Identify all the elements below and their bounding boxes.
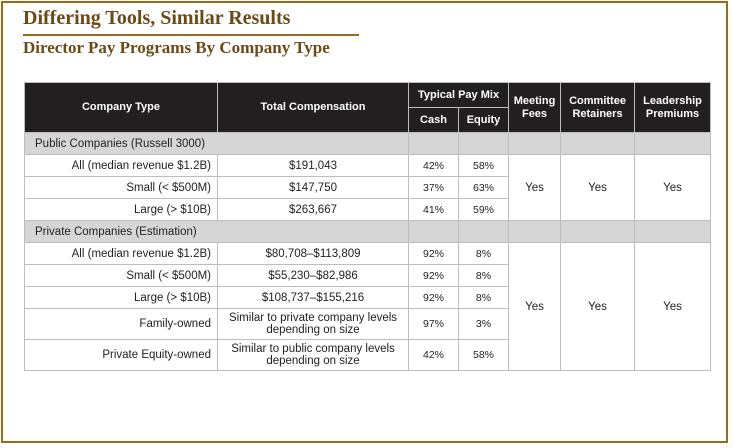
director-pay-table: Company Type Total Compensation Typical … [24, 82, 712, 371]
header-committee-retainers: Committee Retainers [560, 82, 636, 133]
table-row: Family-owned Similar to private company … [24, 308, 711, 340]
title-rule [23, 34, 359, 36]
equity-cell: 8% [457, 286, 510, 309]
equity-cell: 58% [457, 339, 510, 371]
total-comp-cell: $80,708–$113,809 [217, 242, 409, 265]
equity-cell: 8% [457, 242, 510, 265]
company-type-cell: Small (< $500M) [24, 264, 218, 287]
total-comp-cell: $263,667 [217, 198, 409, 221]
header-pay-mix: Typical Pay Mix [407, 82, 510, 108]
cash-cell: 41% [408, 198, 459, 221]
equity-cell: 59% [457, 198, 510, 221]
private-meeting-fees-cell: Yes [508, 242, 562, 371]
total-comp-cell: Similar to public company levels dependi… [217, 339, 409, 371]
cash-cell: 92% [408, 286, 459, 309]
header-equity: Equity [457, 107, 510, 133]
header-company-type: Company Type [24, 82, 218, 133]
equity-cell: 8% [457, 264, 510, 287]
company-type-cell: Private Equity-owned [24, 339, 218, 371]
section-label-private: Private Companies (Estimation) [24, 220, 409, 243]
total-comp-cell: Similar to private company levels depend… [217, 308, 409, 340]
section-label-public: Public Companies (Russell 3000) [24, 132, 409, 155]
table-row: Private Equity-owned Similar to public c… [24, 339, 711, 371]
public-committee-retainers-cell: Yes [560, 154, 636, 221]
table-row: All (median revenue $1.2B) $191,043 42% … [24, 154, 712, 221]
cash-cell: 97% [408, 308, 459, 340]
company-type-cell: Small (< $500M) [24, 176, 218, 199]
equity-cell: 3% [457, 308, 510, 340]
equity-cell: 58% [457, 154, 510, 177]
total-comp-cell: $55,230–$82,986 [217, 264, 409, 287]
header-leadership-premiums: Leadership Premiums [634, 82, 712, 133]
private-leadership-premiums-cell: Yes [634, 242, 712, 371]
public-leadership-premiums-cell: Yes [634, 154, 712, 221]
section-row-public: Public Companies (Russell 3000) [24, 132, 712, 155]
header-total-compensation: Total Compensation [217, 82, 409, 133]
figure-subtitle: Director Pay Programs By Company Type [23, 38, 330, 57]
equity-cell: 63% [457, 176, 510, 199]
company-type-cell: Family-owned [24, 308, 218, 340]
company-type-cell: Large (> $10B) [24, 286, 218, 309]
total-comp-cell: $147,750 [217, 176, 409, 199]
total-comp-cell: $108,737–$155,216 [217, 286, 409, 309]
figure-title: Differing Tools, Similar Results [23, 7, 291, 29]
table-row: All (median revenue $1.2B) $80,708–$113,… [24, 242, 712, 371]
header-cash: Cash [408, 107, 459, 133]
cash-cell: 42% [408, 339, 459, 371]
cash-cell: 92% [408, 264, 459, 287]
total-comp-cell: $191,043 [217, 154, 409, 177]
private-committee-retainers-cell: Yes [560, 242, 636, 371]
company-type-cell: All (median revenue $1.2B) [24, 154, 218, 177]
company-type-cell: All (median revenue $1.2B) [24, 242, 218, 265]
header-meeting-fees: Meeting Fees [508, 82, 562, 133]
table-row: Small (< $500M) $55,230–$82,986 92% 8% [24, 264, 711, 287]
section-row-private: Private Companies (Estimation) [24, 220, 712, 243]
cash-cell: 92% [408, 242, 459, 265]
public-meeting-fees-cell: Yes [508, 154, 562, 221]
cash-cell: 42% [408, 154, 459, 177]
cash-cell: 37% [408, 176, 459, 199]
company-type-cell: Large (> $10B) [24, 198, 218, 221]
